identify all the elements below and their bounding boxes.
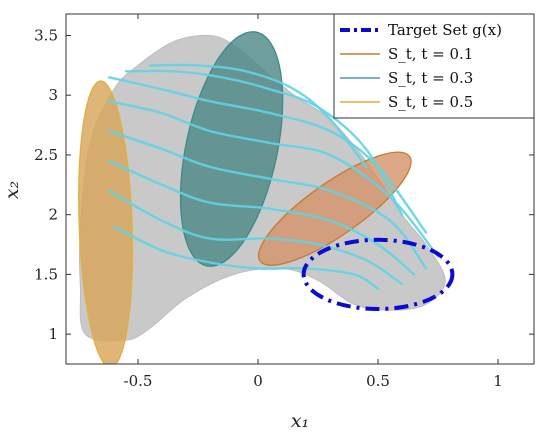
- legend-label-2: S_t, t = 0.3: [388, 69, 473, 87]
- legend-label-3: S_t, t = 0.5: [388, 93, 473, 111]
- x-tick-label-2: 0.5: [366, 372, 390, 390]
- legend: Target Set g(x) S_t, t = 0.1 S_t, t = 0.3 S…: [333, 13, 535, 119]
- x-tick-label-0: -0.5: [124, 372, 153, 390]
- set-ellipse-3: [78, 80, 134, 364]
- trajectory-line-4: [108, 100, 440, 258]
- plot-frame: [65, 13, 535, 365]
- y-axis-title: x₂: [1, 181, 23, 199]
- trajectory-line-3: [108, 129, 428, 270]
- x-tick-label-3: 1: [493, 372, 503, 390]
- trajectory-line-0: [112, 225, 380, 290]
- y-tick-label-0: 1: [48, 325, 58, 343]
- trajectory-line-2: [108, 159, 416, 276]
- trajectory-line-1: [108, 189, 404, 286]
- legend-label-0: Target Set g(x): [388, 21, 502, 39]
- trajectory-line-6: [124, 69, 404, 216]
- trajectory-line-5: [108, 76, 428, 234]
- y-tick-label-5: 3.5: [34, 27, 58, 45]
- set-ellipse-0: [301, 237, 455, 311]
- legend-label-1: S_t, t = 0.1: [388, 45, 473, 63]
- y-tick-label-1: 1.5: [34, 265, 58, 283]
- y-tick-label-3: 2.5: [34, 146, 58, 164]
- y-tick-label-2: 2: [48, 206, 58, 224]
- x-tick-label-1: 0: [253, 372, 263, 390]
- plot-layer: [78, 31, 455, 364]
- ticks-layer: -0.5 0 0.5 1 1 1.5 2 2.5 3 3.5: [34, 14, 534, 390]
- trajectory-line-7: [148, 63, 368, 169]
- y-tick-label-4: 3: [48, 86, 58, 104]
- x-axis-title: x₁: [291, 410, 309, 432]
